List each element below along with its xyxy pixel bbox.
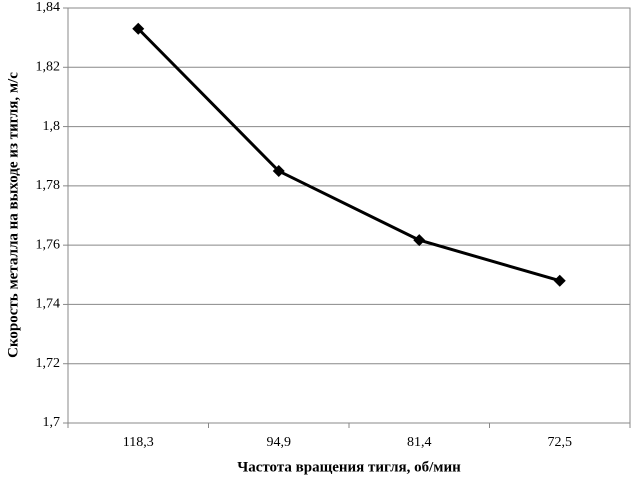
data-marker [413, 234, 426, 247]
y-tick-label: 1,74 [36, 297, 61, 312]
x-tick-label: 118,3 [123, 435, 154, 450]
plot-border [67, 7, 631, 424]
x-tick-label: 72,5 [548, 435, 573, 450]
y-axis-title: Скорость металла на выходе из тигля, м/с [5, 72, 21, 358]
x-axis-title: Частота вращения тигля, об/мин [237, 459, 461, 475]
data-marker [272, 165, 285, 178]
y-tick-label: 1,7 [43, 415, 61, 430]
data-marker [553, 274, 566, 287]
y-tick-label: 1,82 [36, 60, 61, 75]
y-tick-label: 1,72 [36, 356, 61, 371]
y-tick-label: 1,78 [36, 178, 61, 193]
data-marker [132, 22, 145, 35]
y-tick-label: 1,8 [43, 119, 61, 134]
y-tick-label: 1,84 [36, 0, 61, 15]
y-tick-label: 1,76 [36, 237, 61, 252]
x-tick-label: 94,9 [267, 435, 292, 450]
x-tick-label: 81,4 [407, 435, 432, 450]
data-line [137, 27, 561, 283]
